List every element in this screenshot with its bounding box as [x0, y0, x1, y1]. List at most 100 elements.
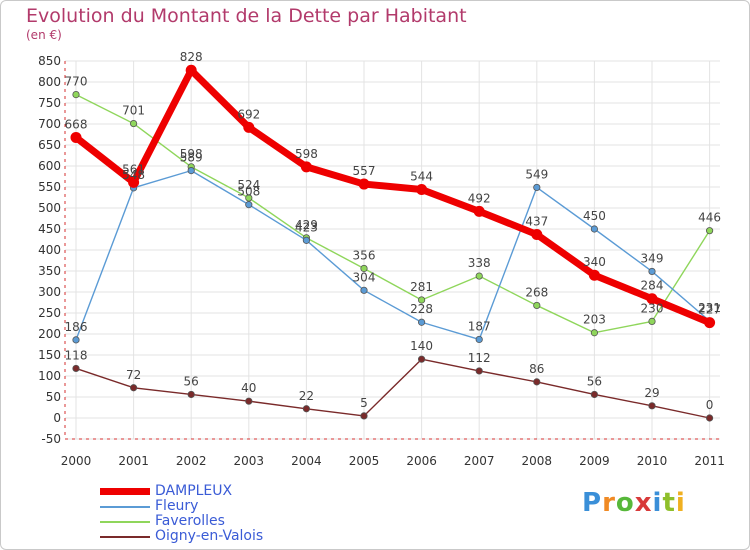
data-label: 340 [583, 255, 606, 269]
y-tick-label: 150 [38, 348, 61, 362]
y-tick-label: 500 [38, 201, 61, 215]
axis-layer: -500501001502002503003504004505005506006… [38, 54, 725, 468]
y-tick-label: 250 [38, 306, 61, 320]
data-point [705, 414, 714, 422]
y-tick-label: -50 [41, 432, 61, 446]
data-point [130, 384, 138, 392]
data-point [475, 367, 483, 375]
y-tick-label: 650 [38, 138, 61, 152]
series-line [75, 358, 711, 419]
data-point [475, 335, 483, 344]
data-label: 56 [587, 374, 602, 388]
data-point [72, 91, 80, 99]
y-tick-label: 550 [38, 180, 61, 194]
y-tick-label: 350 [38, 264, 61, 278]
y-tick-label: 100 [38, 369, 61, 383]
data-point [302, 236, 310, 244]
data-point [531, 228, 543, 240]
data-point [648, 402, 656, 410]
legend-item: DAMPLEUX [100, 484, 263, 499]
y-tick-label: 200 [38, 327, 61, 341]
data-point [417, 318, 426, 326]
data-label: 72 [126, 368, 141, 382]
chart-subtitle: (en €) [26, 28, 62, 42]
data-point [473, 205, 485, 217]
x-tick-label: 2006 [406, 454, 437, 468]
data-point [590, 390, 599, 399]
y-tick-label: 50 [46, 390, 61, 404]
logo-letter: x [634, 488, 653, 518]
data-label: 508 [237, 185, 260, 199]
legend-swatch [100, 535, 150, 538]
data-label: 228 [410, 302, 433, 316]
x-tick-label: 2004 [291, 454, 322, 468]
legend-item: Fleury [100, 499, 263, 514]
data-label: 692 [237, 107, 260, 121]
x-tick-label: 2007 [464, 454, 495, 468]
data-label: 423 [295, 220, 318, 234]
x-tick-label: 2002 [176, 454, 207, 468]
data-label: 112 [468, 351, 491, 365]
legend-swatch [100, 488, 150, 495]
data-point [70, 131, 82, 143]
logo-letter: P [582, 488, 603, 518]
series-line [72, 66, 714, 327]
data-point [358, 178, 370, 190]
series-line [75, 169, 711, 341]
data-point [302, 405, 310, 413]
data-point [646, 293, 658, 305]
grid-layer [65, 60, 720, 440]
data-point [185, 64, 197, 76]
x-tick-label: 2005 [349, 454, 380, 468]
data-label: 140 [410, 339, 433, 353]
data-label: 557 [353, 164, 376, 178]
data-label: 437 [525, 214, 548, 228]
data-label: 22 [299, 389, 314, 403]
data-point [533, 183, 541, 192]
data-label: 356 [353, 248, 376, 262]
data-point [360, 412, 368, 420]
data-point [533, 378, 541, 386]
data-label: 231 [698, 301, 721, 315]
x-tick-label: 2001 [118, 454, 149, 468]
chart-title: Evolution du Montant de la Dette par Hab… [26, 5, 467, 27]
series-fleury [72, 167, 714, 344]
data-point [245, 397, 253, 405]
legend-label: DAMPLEUX [155, 483, 233, 499]
data-point [360, 286, 368, 294]
data-point [533, 301, 541, 310]
data-label: 187 [468, 319, 491, 333]
data-point [590, 225, 599, 233]
x-tick-label: 2009 [579, 454, 610, 468]
x-tick-label: 2010 [637, 454, 668, 468]
x-tick-label: 2003 [234, 454, 265, 468]
data-label: 598 [180, 147, 203, 161]
data-label: 281 [410, 280, 433, 294]
data-label: 5 [360, 396, 368, 410]
x-tick-label: 2011 [694, 454, 725, 468]
y-tick-label: 0 [53, 411, 61, 425]
data-label: 118 [65, 348, 88, 362]
series-line [75, 93, 711, 334]
logo-letter: o [615, 488, 635, 518]
data-label: 450 [583, 209, 606, 223]
data-label: 349 [641, 251, 664, 265]
logo-letter: t [662, 488, 676, 518]
data-point [130, 119, 138, 128]
data-label: 230 [641, 301, 664, 315]
series-dampleux [70, 64, 716, 329]
x-tick-label: 2000 [61, 454, 92, 468]
legend-item: Faverolles [100, 514, 263, 529]
data-point [128, 176, 140, 188]
data-label: 492 [468, 191, 491, 205]
y-tick-label: 300 [38, 285, 61, 299]
data-label: 304 [353, 270, 376, 284]
data-label: 446 [698, 211, 721, 225]
y-tick-label: 850 [38, 54, 61, 68]
data-label-layer: 668 561 828 692 598 557 544 492 437 340 284 227 186 5… [65, 50, 722, 412]
data-label: 86 [529, 362, 544, 376]
legend-swatch [100, 520, 150, 523]
data-label: 668 [65, 117, 88, 131]
data-point [72, 364, 80, 373]
